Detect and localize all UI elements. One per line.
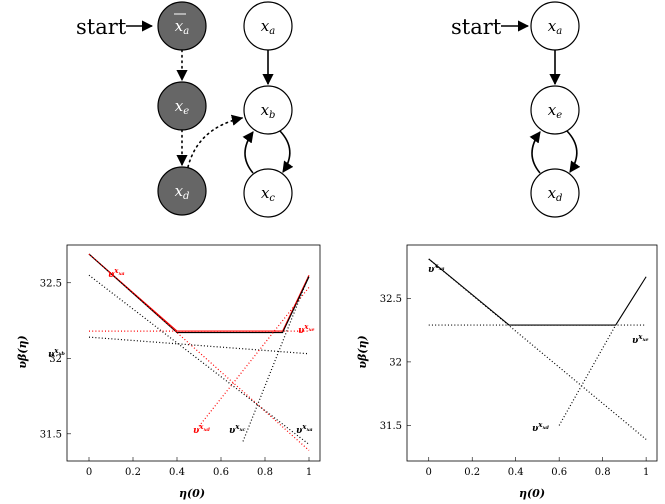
series-line-xc-black-dotted xyxy=(242,274,310,442)
right-plot-x-ticks: 0 0.2 0.4 0.6 0.8 1 xyxy=(426,457,649,478)
right-plot-frame xyxy=(406,244,658,462)
y-tick-label: 32 xyxy=(49,354,62,365)
right-state-diagram: start xa xe xd xyxy=(451,1,581,218)
x-tick-label: 0.2 xyxy=(464,467,480,478)
right-edge-xe-to-xd xyxy=(566,130,581,173)
left-plot-x-ticks: 0 0.2 0.4 0.6 0.8 1 xyxy=(86,457,312,478)
x-tick-label: 1 xyxy=(306,467,312,478)
x-tick-label: 1 xyxy=(643,467,649,478)
left-plot: 0 0.2 0.4 0.6 0.8 1 31.5 32 32.5 η(0) υβ(η) υxx… xyxy=(16,244,321,500)
series-line-xb-black-dotted xyxy=(88,336,310,355)
series-line-xd-black-dotted xyxy=(558,324,617,426)
node-xc xyxy=(243,168,293,218)
x-tick-label: 0.6 xyxy=(213,467,229,478)
y-tick-label: 32.5 xyxy=(40,278,62,289)
right-edge-xd-to-xe xyxy=(529,131,541,174)
x-tick-label: 0.6 xyxy=(551,467,567,478)
right-plot-y-ticks: 31.5 32 32.5 xyxy=(380,294,411,432)
y-tick-label: 31.5 xyxy=(380,421,402,432)
node-xb xyxy=(243,85,293,135)
left-plot-xlabel: η(0) xyxy=(179,487,205,500)
series-line-xa-red-dotted xyxy=(88,253,310,451)
edge-xb-to-xc xyxy=(279,130,294,173)
series-line-xa-black-dotted xyxy=(88,274,310,445)
edge-xc-to-xb xyxy=(242,131,254,174)
right-label-ve: υxxe xyxy=(632,332,649,346)
series-line-xd-red-dotted xyxy=(198,286,310,427)
x-tick-label: 0 xyxy=(86,467,92,478)
right-plot: 0 0.2 0.4 0.6 0.8 1 31.5 32 32.5 η(0) υβ(η) υxx… xyxy=(356,244,658,500)
x-tick-label: 0.4 xyxy=(508,467,524,478)
right-plot-ylabel: υβ(η) xyxy=(356,335,369,368)
node-xd-filled xyxy=(157,166,207,216)
right-plot-series xyxy=(428,258,647,440)
series-line-xa-black-dotted xyxy=(428,258,647,440)
right-node-xe xyxy=(530,85,580,135)
left-plot-ylabel: υβ(η) xyxy=(16,335,29,368)
y-tick-label: 31.5 xyxy=(40,429,62,440)
x-tick-label: 0.8 xyxy=(595,467,611,478)
left-plot-series xyxy=(88,253,310,451)
y-tick-label: 32 xyxy=(389,357,402,368)
right-plot-xlabel: η(0) xyxy=(519,487,545,500)
right-node-xd xyxy=(530,168,580,218)
left-label-vd: υxxd xyxy=(193,422,210,436)
x-tick-label: 0.8 xyxy=(257,467,273,478)
right-label-va: υxxa xyxy=(428,261,445,275)
y-tick-label: 32.5 xyxy=(380,294,402,305)
left-label-va-black: υxxa xyxy=(296,422,313,436)
left-plot-y-ticks: 31.5 32 32.5 xyxy=(40,278,71,440)
left-label-ve: υxxe xyxy=(298,322,315,336)
x-tick-label: 0.4 xyxy=(169,467,185,478)
series-line-xa-black-solid xyxy=(88,253,310,334)
x-tick-label: 0 xyxy=(426,467,432,478)
left-plot-frame xyxy=(66,244,321,462)
left-state-diagram: start xa xe xd xa xb xc xyxy=(76,1,294,218)
right-start-label: start xyxy=(451,15,502,39)
x-tick-label: 0.2 xyxy=(125,467,141,478)
series-line-xa-red-solid xyxy=(88,253,310,332)
series-line-xa-black-solid xyxy=(428,258,647,326)
right-label-vd: υxxd xyxy=(532,420,549,434)
left-label-vc: υxxc xyxy=(229,422,245,436)
left-start-label: start xyxy=(76,15,127,39)
